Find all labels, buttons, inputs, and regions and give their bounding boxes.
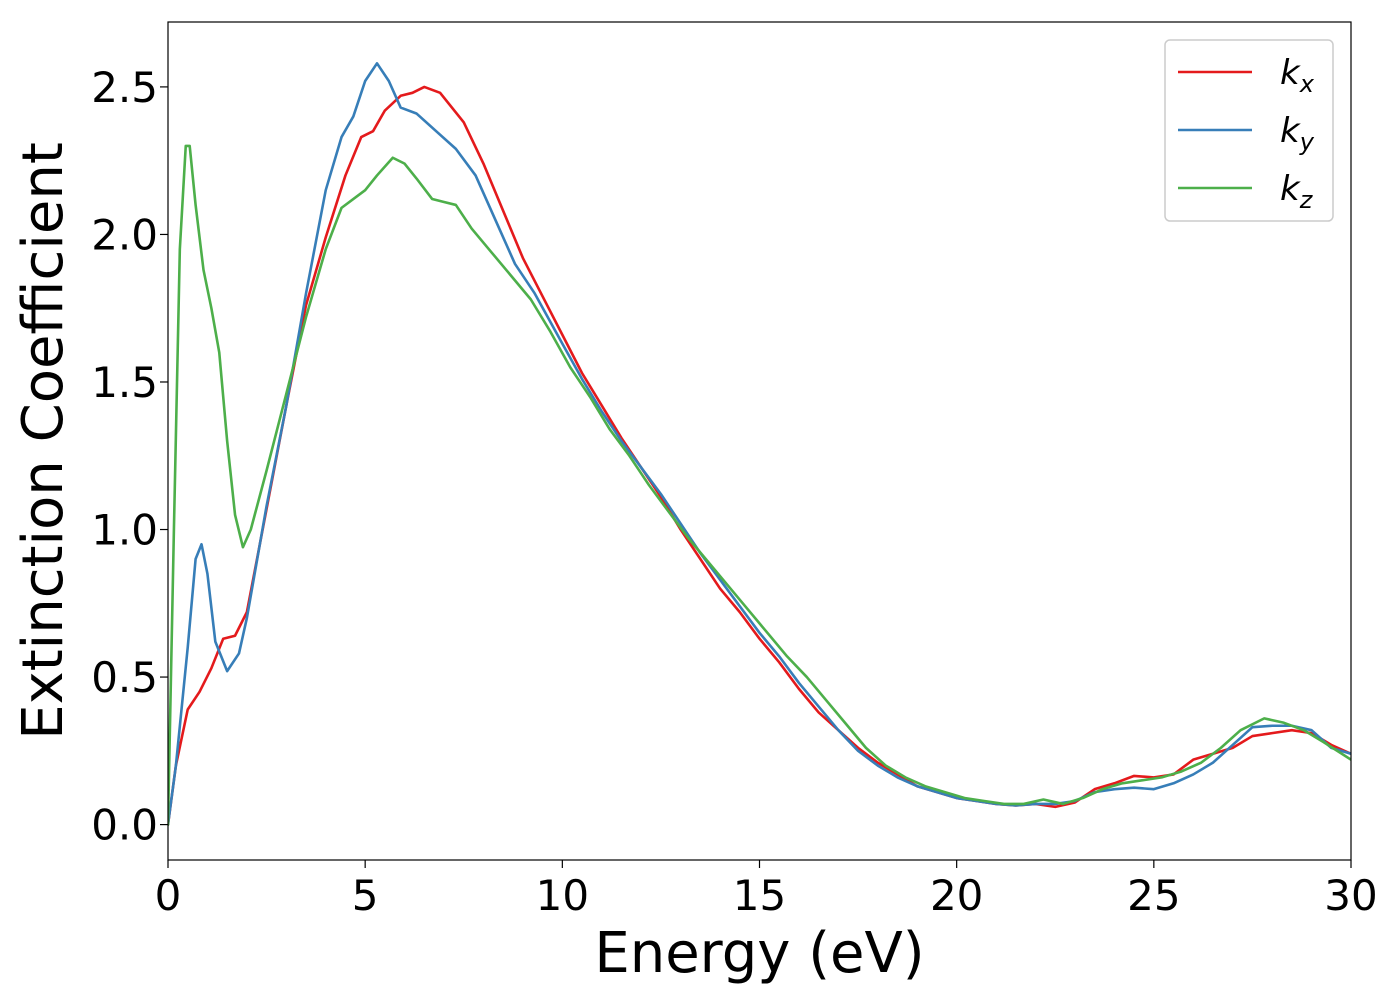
series-layer: [168, 62, 1351, 826]
x-tick-label: 20: [930, 871, 983, 920]
x-tick-label: 15: [733, 871, 786, 920]
x-tick-label: 10: [536, 871, 589, 920]
y-tick-label: 1.5: [91, 358, 158, 407]
x-axis-title: Energy (eV): [594, 921, 924, 986]
x-tick-label: 25: [1127, 871, 1180, 920]
x-tick-label: 0: [155, 871, 182, 920]
series-line-x: [168, 85, 1351, 826]
y-axis-title: Extinction Coefficient: [11, 142, 76, 740]
x-axis: 0 5 10 15 20 25 30: [155, 860, 1378, 920]
legend-label-x: kx: [1280, 53, 1315, 98]
y-tick-label: 2.5: [91, 63, 158, 112]
series-line-y: [168, 62, 1351, 826]
series-line-z: [168, 144, 1351, 826]
y-tick-label: 1.0: [91, 506, 158, 555]
legend-label-z: kz: [1280, 169, 1314, 214]
legend[interactable]: kx ky kz: [1164, 39, 1334, 222]
x-tick-label: 5: [352, 871, 379, 920]
y-tick-label: 0.0: [91, 801, 158, 850]
y-tick-label: 2.0: [91, 210, 158, 259]
legend-label-y: ky: [1280, 111, 1315, 156]
x-tick-label: 30: [1324, 871, 1377, 920]
y-axis: 0.0 0.5 1.0 1.5 2.0 2.5: [91, 63, 168, 850]
y-tick-label: 0.5: [91, 653, 158, 702]
